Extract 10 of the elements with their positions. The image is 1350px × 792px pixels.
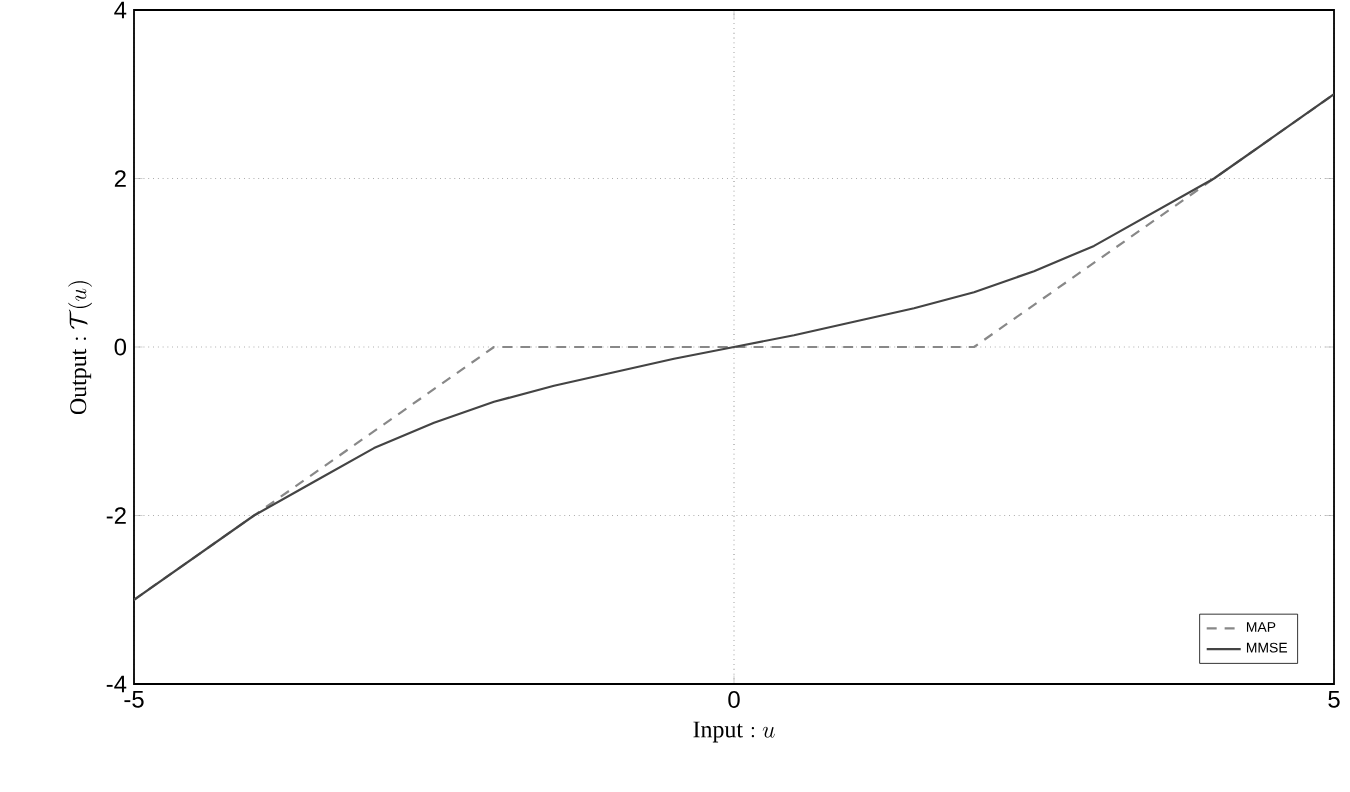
y-tick-label: 0 <box>114 338 127 356</box>
y-tick-label: -2 <box>106 507 126 524</box>
x-tick-label: 0 <box>728 691 740 708</box>
y-tick-label: -4 <box>106 675 127 693</box>
x-axis-title: $\mathrm{Input:}\ u$ <box>693 721 775 743</box>
y-axis-title: $\mathrm{Output:}\ \mathcal{T}(u)$ <box>68 281 93 415</box>
x-tick-label: -5 <box>124 691 144 708</box>
y-tick-label: 4 <box>114 1 127 19</box>
y-tick-label: 2 <box>114 170 126 187</box>
x-tick-label: 5 <box>1328 691 1340 708</box>
